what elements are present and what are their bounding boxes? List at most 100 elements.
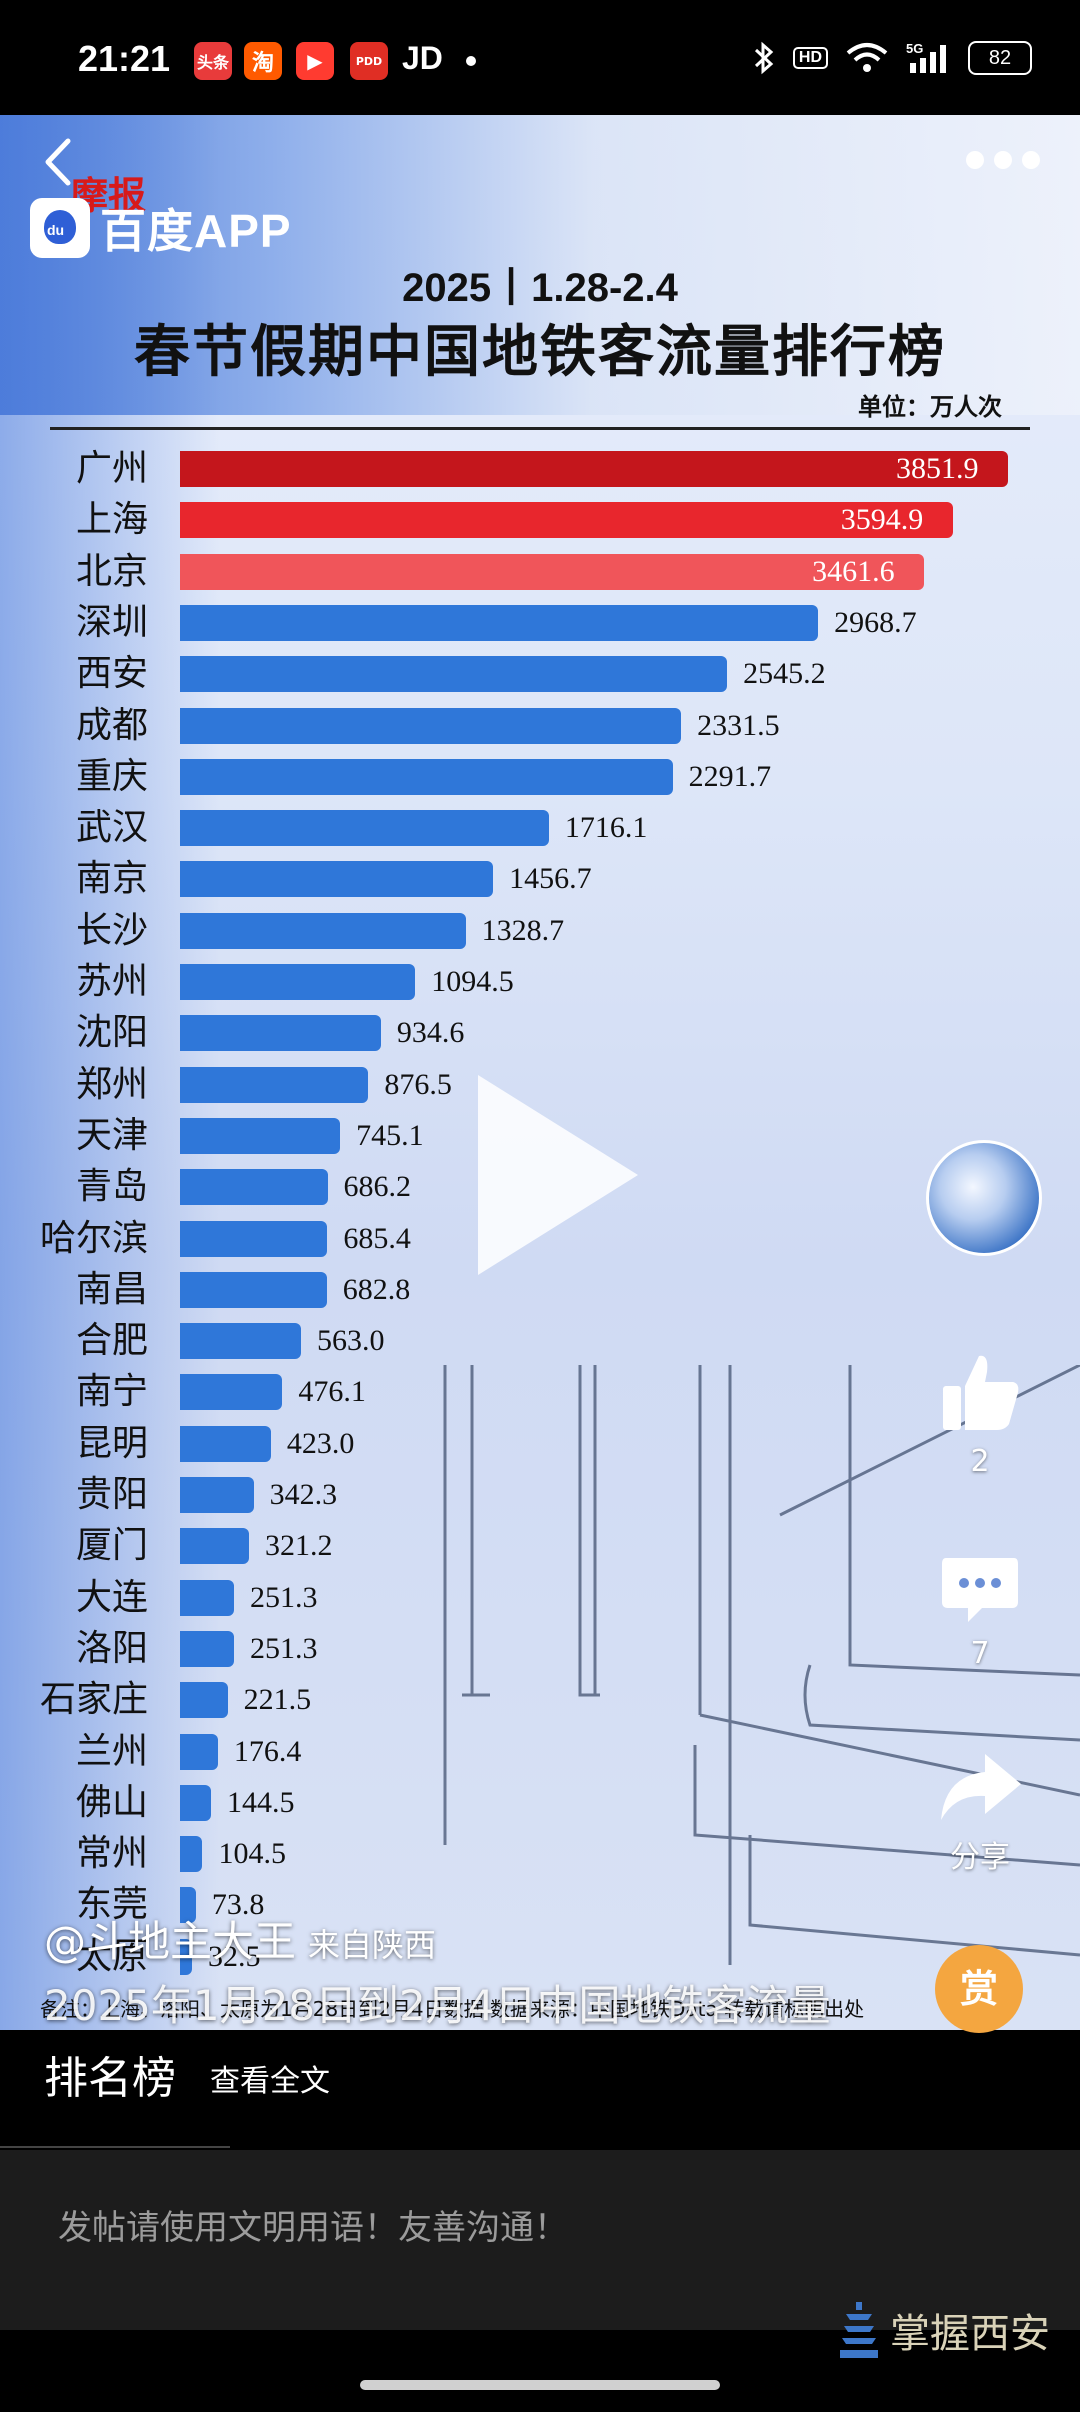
- wifi-icon: [846, 43, 888, 72]
- bar-row: 苏州 1094.5: [0, 958, 1080, 1006]
- bar-category-label: 上海: [75, 499, 148, 541]
- bar-row: 郑州 876.5: [0, 1061, 1080, 1109]
- author-avatar[interactable]: [926, 1140, 1042, 1256]
- bar-row: 南宁 476.1: [0, 1368, 1080, 1416]
- bar-row: 广州 3851.9: [0, 445, 1080, 493]
- pdd-app-icon: PDD: [350, 42, 388, 80]
- comment-input-bar[interactable]: [0, 2150, 1080, 2330]
- bar-value-label: 2291.7: [688, 759, 772, 793]
- taobao-app-icon: 淘: [244, 42, 282, 80]
- baidu-paw-icon: du: [30, 198, 90, 258]
- bar-value-label: 176.4: [233, 1734, 302, 1768]
- bar-category-label: 苏州: [75, 961, 148, 1002]
- bar-category-label: 常州: [75, 1833, 148, 1875]
- bar: [180, 1477, 254, 1513]
- bar-category-label: 西安: [75, 653, 148, 695]
- back-arrow-icon[interactable]: [34, 135, 88, 189]
- progress-divider: [0, 2146, 230, 2148]
- author-name[interactable]: @斗地主大王: [44, 1917, 297, 1966]
- bar-category-label: 郑州: [75, 1063, 148, 1105]
- status-bar: 21:21 头条 淘 ▶ PDD JD HD 5G 82: [0, 0, 1080, 115]
- chart-subtitle: 2025丨1.28-2.4: [402, 266, 678, 310]
- video-app-icon: ▶: [296, 42, 334, 80]
- bar: [180, 1425, 271, 1462]
- bar-category-label: 广州: [75, 448, 148, 489]
- bar: [180, 553, 925, 590]
- post-image[interactable]: 摩报 du 百度APP 2025丨1.28-2.4 春节假期中国地铁客流量排行榜…: [0, 115, 1080, 2030]
- bar-row: 合肥 563.0: [0, 1317, 1080, 1365]
- comment-button[interactable]: 7: [910, 1552, 1050, 1671]
- bar-row: 深圳 2968.7: [0, 599, 1080, 647]
- bar-category-label: 沈阳: [75, 1012, 148, 1054]
- signal-5g-icon: 5G: [906, 41, 946, 73]
- bar-row: 武汉 1716.1: [0, 804, 1080, 852]
- toutiao-app-icon: 头条: [194, 42, 232, 80]
- bar-row: 青岛 686.2: [0, 1163, 1080, 1211]
- read-more-link[interactable]: 查看全文: [210, 2064, 330, 2099]
- bar: [180, 1528, 250, 1565]
- share-label: 分享: [950, 1840, 1010, 1875]
- bar-row: 哈尔滨 685.4: [0, 1215, 1080, 1263]
- bar-row: 沈阳 934.6: [0, 1009, 1080, 1057]
- more-options-icon[interactable]: [966, 151, 1042, 171]
- bar-category-label: 北京: [75, 550, 148, 592]
- like-button[interactable]: 2: [910, 1346, 1050, 1479]
- status-time: 21:21: [78, 38, 171, 79]
- bar: [180, 1682, 228, 1719]
- bar-value-label: 934.6: [396, 1016, 465, 1050]
- bar-value-label: 104.5: [218, 1837, 286, 1871]
- bar-value-label: 2331.5: [697, 708, 780, 742]
- bar: [180, 912, 466, 949]
- bar-value-label: 685.4: [343, 1221, 411, 1255]
- bar-row: 北京 3461.6: [0, 548, 1080, 596]
- bar-row: 东莞 73.8: [0, 1881, 1080, 1929]
- share-button[interactable]: 分享: [910, 1748, 1050, 1876]
- bar: [180, 1836, 203, 1873]
- bar-row: 天津 745.1: [0, 1112, 1080, 1160]
- bar: [180, 861, 494, 898]
- bar: [180, 964, 416, 1000]
- svg-text:5G: 5G: [906, 41, 923, 56]
- bar-row: 洛阳 251.3: [0, 1625, 1080, 1673]
- bar-value-label: 251.3: [250, 1631, 318, 1665]
- bar-row: 昆明 423.0: [0, 1420, 1080, 1468]
- play-icon[interactable]: [478, 1075, 638, 1275]
- pagoda-icon: [840, 2302, 878, 2358]
- bar-row: 南京 1456.7: [0, 855, 1080, 903]
- battery-icon: 82: [968, 41, 1032, 75]
- bar-category-label: 洛阳: [75, 1627, 148, 1669]
- bar-value-label: 73.8: [211, 1888, 265, 1922]
- watermark-text: 掌握西安: [890, 2311, 1050, 2357]
- bar: [180, 1015, 381, 1052]
- home-indicator[interactable]: [360, 2380, 720, 2390]
- bar-category-label: 合肥: [75, 1320, 148, 1362]
- bar-row: 西安 2545.2: [0, 650, 1080, 698]
- bar: [180, 1323, 302, 1360]
- bar: [180, 451, 1008, 487]
- post-author[interactable]: @斗地主大王 来自陕西: [44, 1908, 436, 1969]
- status-right-group: HD 5G 82: [753, 40, 1032, 76]
- bar-value-label: 686.2: [343, 1170, 412, 1204]
- bar: [180, 1169, 328, 1206]
- comment-input-placeholder[interactable]: 发帖请使用文明用语！友善沟通！: [58, 2208, 568, 2248]
- share-arrow-icon: [941, 1754, 1021, 1820]
- chart-source-note: 备注：上海、洛阳、太原为1月28日到2月4日数据 数据来源：中国地铁Data 转…: [40, 1997, 865, 2021]
- bar: [180, 1579, 235, 1616]
- bar-category-label: 太原: [75, 1935, 148, 1977]
- reward-button[interactable]: 赏: [935, 1945, 1023, 2033]
- bar-row: 贵阳 342.3: [0, 1471, 1080, 1519]
- bar-row: 大连 251.3: [0, 1574, 1080, 1622]
- bar-category-label: 兰州: [75, 1730, 148, 1772]
- bar-category-label: 贵阳: [75, 1474, 148, 1515]
- baidu-app-logo: du 百度APP: [30, 195, 292, 261]
- bar-value-label: 1456.7: [509, 862, 592, 896]
- bar-category-label: 佛山: [75, 1781, 148, 1823]
- bar: [180, 502, 953, 539]
- bar-category-label: 长沙: [75, 909, 148, 951]
- bar-value-label: 2545.2: [743, 657, 826, 691]
- bar-value-label: 144.5: [227, 1785, 295, 1819]
- bar-row: 佛山 144.5: [0, 1779, 1080, 1827]
- bar: [180, 1117, 341, 1154]
- bar-row: 长沙 1328.7: [0, 907, 1080, 955]
- bar-category-label: 石家庄: [39, 1679, 148, 1721]
